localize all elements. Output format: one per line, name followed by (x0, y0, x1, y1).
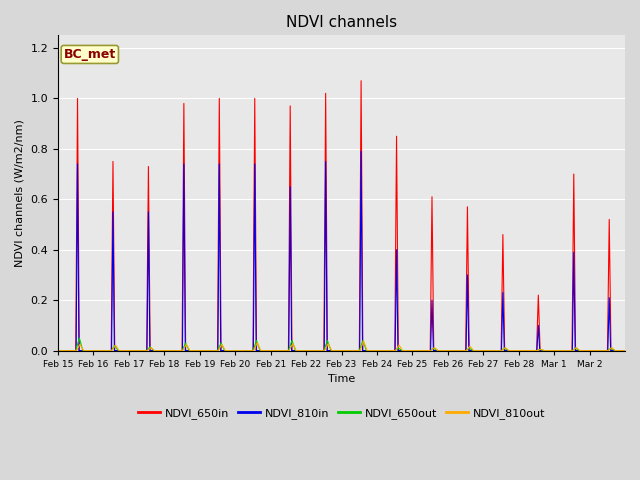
Line: NDVI_810in: NDVI_810in (58, 151, 625, 350)
NDVI_650in (54, 348, 62, 353)
NDVI_810out (54, 348, 62, 353)
NDVI_810out (415, 348, 422, 353)
NDVI_810in (357, 148, 365, 154)
NDVI_650out (500, 345, 508, 351)
NDVI_810in (465, 319, 472, 325)
NDVI_810out (465, 345, 472, 351)
NDVI_650out (465, 346, 472, 351)
Line: NDVI_810out: NDVI_810out (58, 341, 625, 350)
Legend: NDVI_650in, NDVI_810in, NDVI_650out, NDVI_810out: NDVI_650in, NDVI_810in, NDVI_650out, NDV… (134, 404, 550, 423)
NDVI_810out (615, 348, 623, 353)
NDVI_650out (615, 348, 623, 353)
NDVI_810in (415, 348, 422, 353)
NDVI_810out (500, 346, 508, 351)
NDVI_650in (534, 298, 542, 303)
NDVI_650in (500, 336, 508, 342)
Line: NDVI_650in: NDVI_650in (58, 81, 625, 350)
NDVI_650out (54, 348, 62, 353)
NDVI_810out (170, 348, 178, 353)
NDVI_650in (615, 348, 623, 353)
Text: BC_met: BC_met (64, 48, 116, 61)
NDVI_650in (415, 348, 422, 353)
NDVI_650in (465, 276, 472, 282)
NDVI_650in (357, 78, 365, 84)
NDVI_650out (621, 348, 629, 353)
X-axis label: Time: Time (328, 374, 355, 384)
NDVI_810in (500, 348, 508, 353)
NDVI_810in (170, 348, 178, 353)
NDVI_810in (534, 325, 542, 331)
NDVI_810out (621, 348, 629, 353)
NDVI_650out (534, 347, 542, 353)
NDVI_650in (621, 348, 629, 353)
NDVI_650out (415, 348, 422, 353)
NDVI_810in (615, 348, 623, 353)
NDVI_650out (170, 348, 178, 353)
NDVI_810in (621, 348, 629, 353)
Title: NDVI channels: NDVI channels (286, 15, 397, 30)
NDVI_650in (170, 348, 178, 353)
NDVI_810in (54, 348, 62, 353)
NDVI_810out (360, 338, 367, 344)
NDVI_650out (76, 335, 83, 341)
NDVI_810out (534, 348, 542, 353)
Line: NDVI_650out: NDVI_650out (58, 338, 625, 350)
Y-axis label: NDVI channels (W/m2/nm): NDVI channels (W/m2/nm) (15, 119, 25, 267)
